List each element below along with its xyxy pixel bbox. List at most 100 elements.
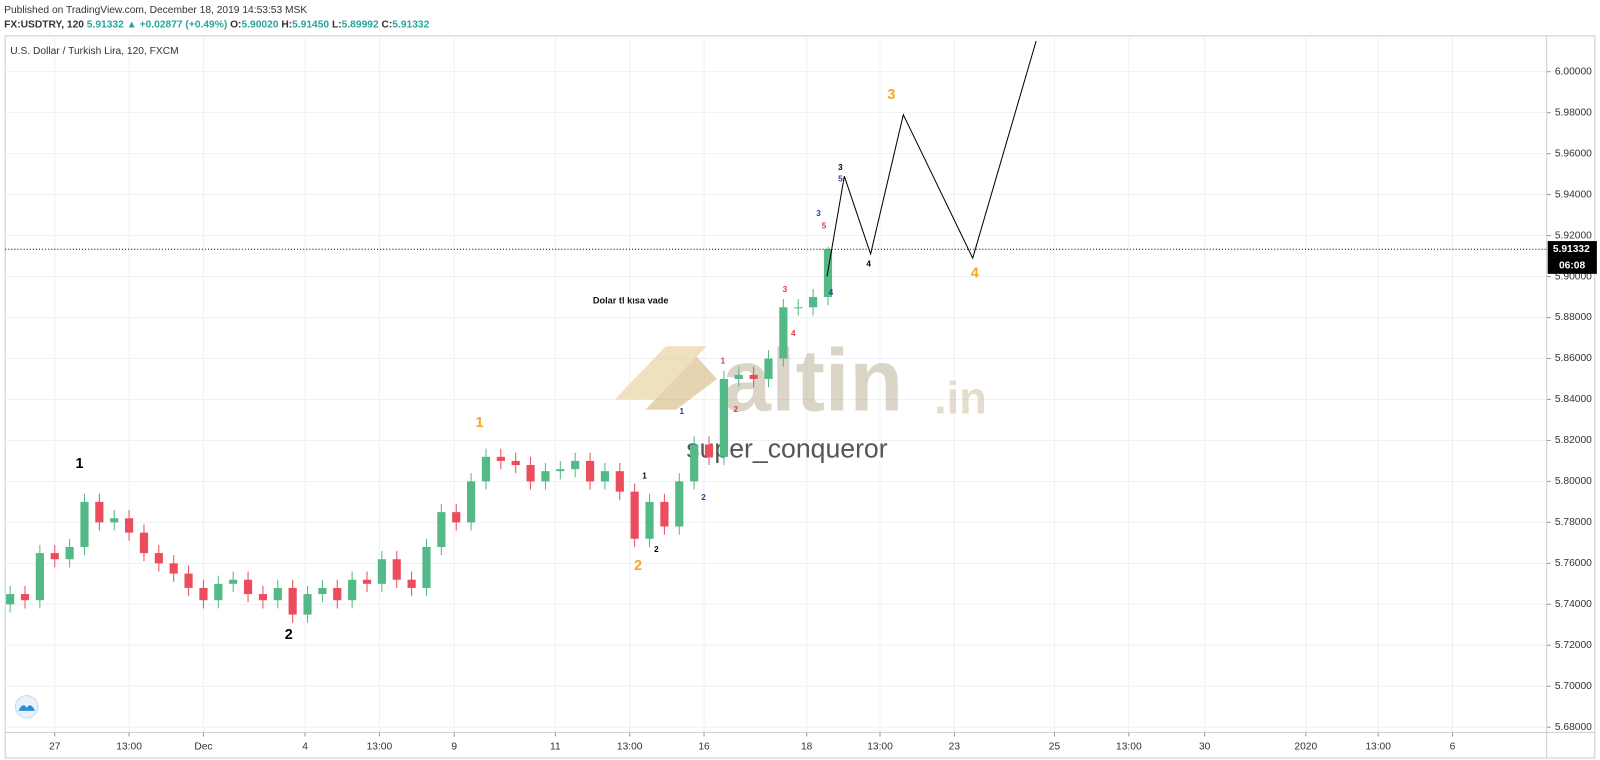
y-tick-label: 5.68000 [1555,722,1592,733]
tv-logo-icon [18,705,35,711]
wave-label: 5 [822,222,827,231]
candle-body [526,465,535,482]
c-value: 5.91332 [392,19,429,30]
candle-body [675,481,684,527]
y-tick-label: 5.96000 [1555,148,1592,159]
candle-body [809,297,818,308]
wave-label: 3 [816,209,821,218]
candle-body [660,501,669,527]
grid [5,35,1547,733]
candle-body [749,374,758,379]
watermark-suffix: .in [934,372,987,423]
countdown: 06:08 [1559,260,1585,271]
candle-body [318,587,327,595]
candle-body [214,583,223,601]
candle-body [362,579,372,584]
candle-body [467,481,476,523]
x-tick-label: 4 [302,741,308,752]
wave-label: 2 [734,405,739,414]
candle-body [600,471,610,482]
wave-label: 1 [679,407,684,416]
wave-label: 1 [476,415,484,431]
candle-body [154,553,163,564]
candle-body [229,579,238,584]
candle-body [258,594,268,601]
wave-label: 2 [654,545,659,554]
candle-body [125,518,134,533]
quote-line: FX:USDTRY, 120 5.91332 ▲ +0.02877 (+0.49… [4,19,429,30]
chart-title: U.S. Dollar / Turkish Lira, 120, FXCM [10,46,178,57]
projection-line [826,40,1037,277]
h-value: 5.91450 [292,19,329,30]
c-label: C: [381,19,392,30]
candle-body [719,378,728,457]
note: Dolar tl kısa vade [593,296,669,306]
x-tick-label: 13:00 [867,741,893,752]
y-tick-label: 5.78000 [1555,517,1592,528]
candle-body [392,559,401,580]
y-tick-label: 5.84000 [1555,394,1592,405]
o-value: 5.90020 [241,19,278,30]
candle-body [764,358,773,379]
candle-body [704,444,714,457]
l-label: L: [332,19,342,30]
x-tick-label: Dec [194,741,212,752]
candle-body [734,374,743,379]
candle-body [556,469,565,472]
x-tick-label: 27 [49,741,61,752]
candle-body [80,501,89,547]
candle-body [630,491,639,539]
x-tick-label: 18 [801,741,813,752]
candle-body [95,501,104,523]
watermark: altin .in [614,330,987,429]
symbol: FX:USDTRY, 120 [4,19,84,30]
x-tick-label: 6 [1450,741,1456,752]
candle-body [422,546,431,588]
frame [4,35,1596,759]
candle-body [452,512,461,523]
candle-body [65,546,74,560]
last-price-label: 5.91332 [1553,244,1590,255]
wave-label: 2 [701,493,706,502]
candle-body [169,563,178,574]
tv-logo[interactable] [14,694,39,719]
candle-body [496,456,505,461]
wave-label: 1 [642,471,647,480]
wave-label: 3 [887,87,895,103]
x-tick-label: 16 [698,741,710,752]
candle-body [585,460,595,482]
candle-body [645,501,654,539]
wave-label: 4 [791,329,796,338]
candle-body [110,518,119,523]
candle-body [333,587,342,601]
x-tick-label: 30 [1199,741,1211,752]
wave-label: 2 [634,558,642,574]
y-tick-label: 5.90000 [1555,271,1592,282]
x-tick-label: 13:00 [367,741,393,752]
watermark-user: super_conqueror [686,434,887,464]
y-tick-label: 5.86000 [1555,353,1592,364]
x-tick-label: 9 [451,741,457,752]
published: Published on TradingView.com, December 1… [4,5,307,16]
y-tick-label: 5.92000 [1555,230,1592,241]
h-label: H: [281,19,292,30]
x-tick-label: 2020 [1294,741,1317,752]
x-tick-label: 13:00 [1116,741,1142,752]
candle-body [20,594,30,601]
candle-body [541,471,550,482]
x-tick-label: 13:00 [1365,741,1391,752]
y-tick-label: 5.72000 [1555,640,1592,651]
countdown-box [1547,257,1597,274]
candle-body [199,587,208,601]
logo-shape [614,346,707,400]
o-label: O: [230,19,241,30]
wave-label: 4 [866,259,871,268]
candle-body [139,532,149,554]
wave-label: 3 [838,163,843,172]
candle-body [481,456,491,482]
candle-body [243,579,253,595]
